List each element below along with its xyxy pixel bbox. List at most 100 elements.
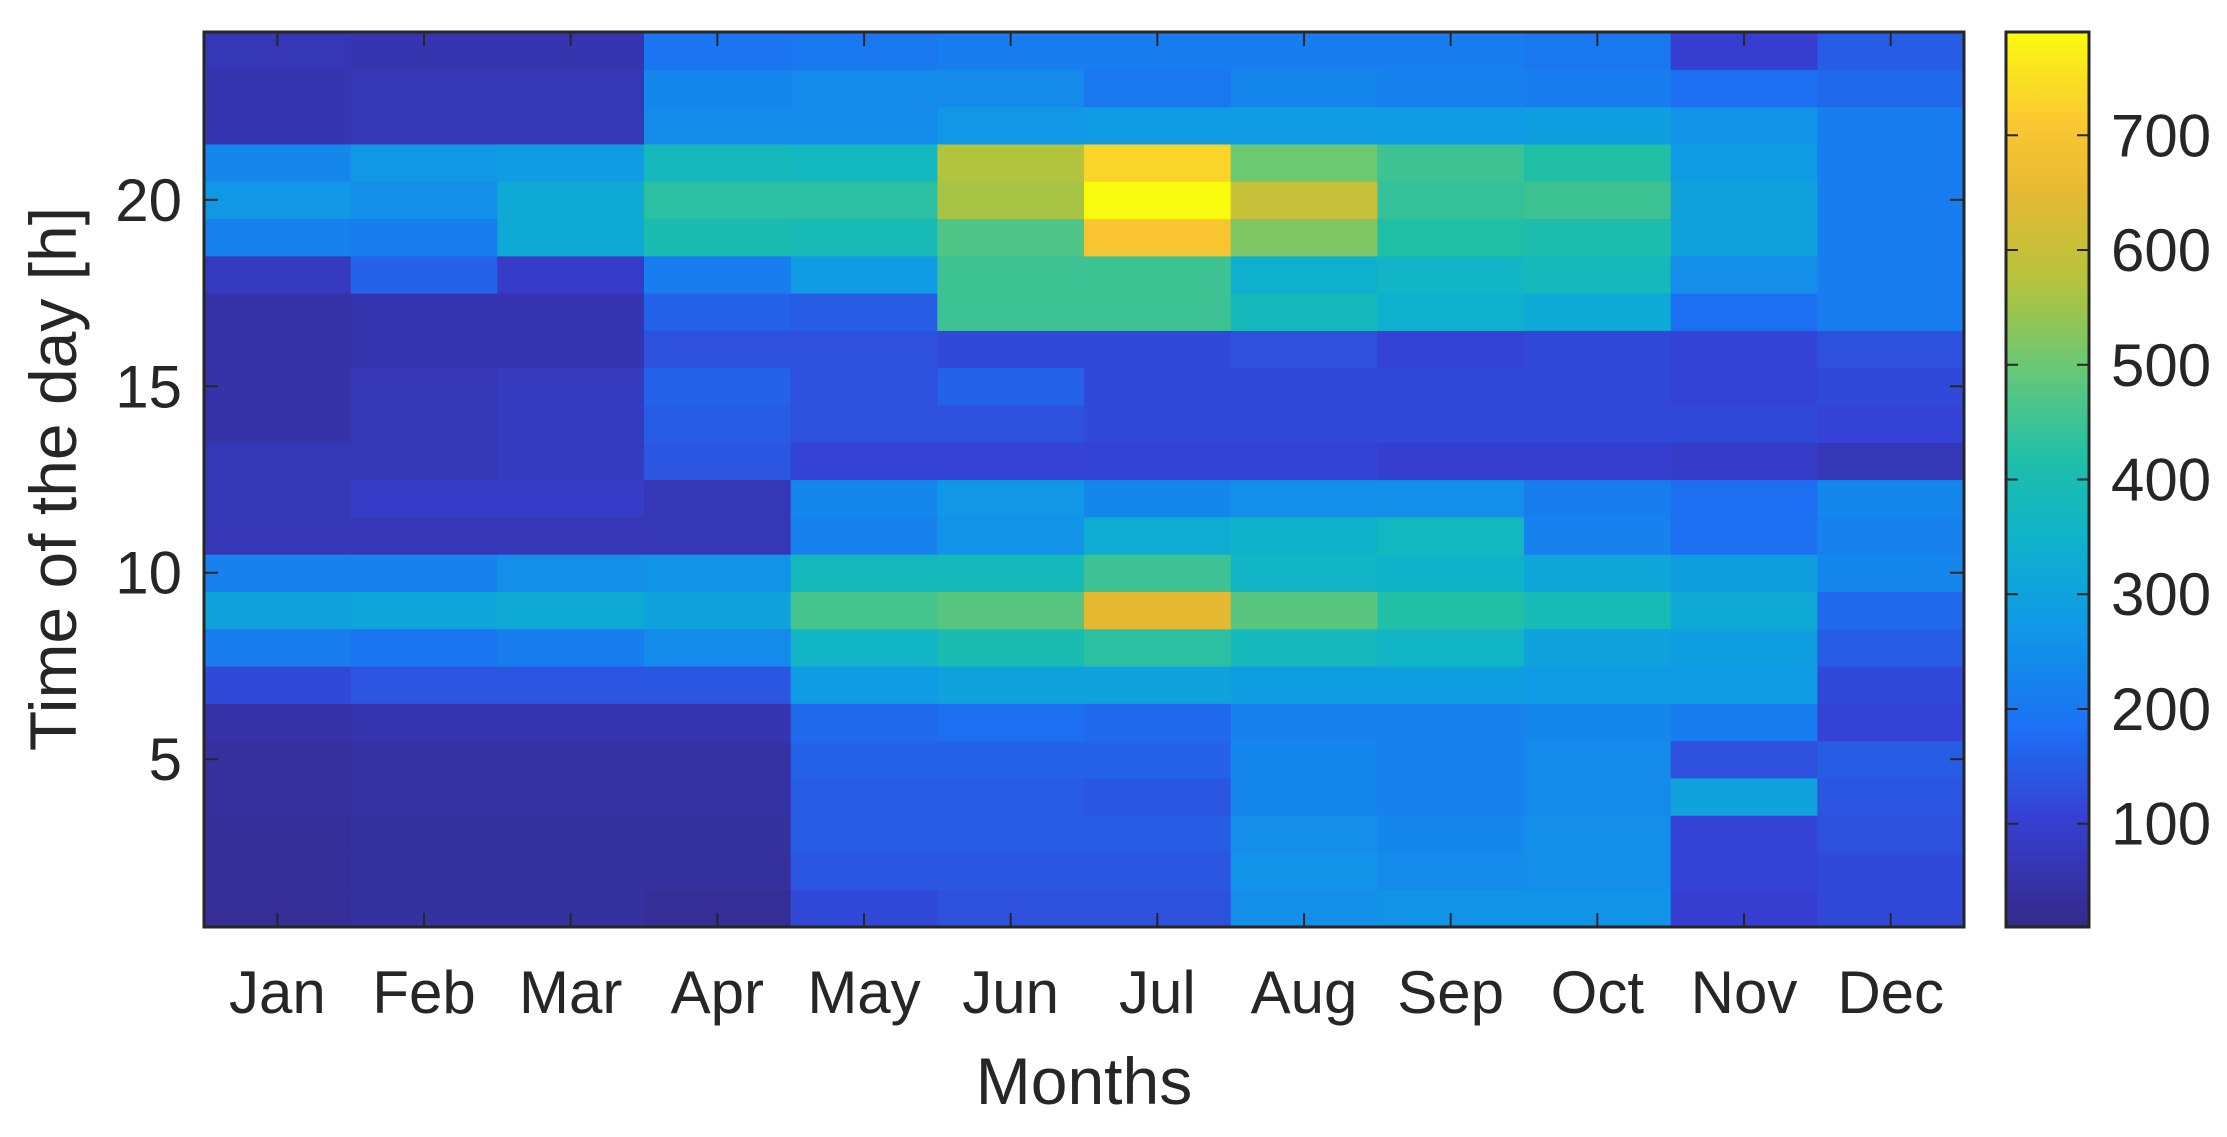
heatmap-cell (937, 106, 1085, 145)
heatmap-cell (1230, 404, 1378, 443)
heatmap-cell (350, 777, 498, 816)
heatmap-cell (1524, 255, 1672, 294)
heatmap-cell (497, 69, 645, 108)
heatmap-cell (1377, 516, 1525, 555)
heatmap-cell (644, 591, 792, 630)
heatmap-cell (790, 815, 938, 854)
heatmap-cell (1670, 106, 1818, 145)
heatmap-cell (204, 69, 352, 108)
heatmap-cell (790, 703, 938, 742)
heatmap-cell (204, 777, 352, 816)
heatmap-cell (497, 628, 645, 667)
heatmap-cell (1524, 330, 1672, 369)
heatmap-cell (1230, 777, 1378, 816)
colorbar-tick-label: 600 (2111, 217, 2211, 284)
x-tick-label: Jul (1119, 959, 1196, 1026)
heatmap-cell (350, 255, 498, 294)
heatmap-cell (1670, 479, 1818, 518)
heatmap-cell (790, 255, 938, 294)
heatmap-cell (1524, 852, 1672, 891)
heatmap-cell (644, 367, 792, 406)
heatmap-cell (1084, 293, 1232, 331)
heatmap-cell (1524, 479, 1672, 518)
heatmap-cell (1230, 330, 1378, 369)
heatmap-cell (204, 516, 352, 555)
y-tick-label: 5 (149, 726, 182, 793)
heatmap-cell (1670, 703, 1818, 742)
heatmap-cell (1670, 143, 1818, 182)
heatmap-cell (1230, 181, 1378, 220)
colorbar-tick-label: 100 (2111, 791, 2211, 858)
heatmap-cell (1230, 852, 1378, 891)
heatmap-cell (1524, 143, 1672, 182)
x-axis-label: Months (976, 1044, 1192, 1118)
heatmap-cell (497, 815, 645, 854)
heatmap-cell (1524, 293, 1672, 331)
heatmap-cell (790, 330, 938, 369)
heatmap-cell (350, 442, 498, 481)
x-tick-label: Jan (229, 959, 326, 1026)
heatmap-cell (350, 143, 498, 182)
colorbar-tick-label: 300 (2111, 561, 2211, 628)
heatmap-cell (497, 330, 645, 369)
heatmap-cell (1670, 367, 1818, 406)
heatmap-cell (1524, 740, 1672, 779)
heatmap-cell (1377, 852, 1525, 891)
heatmap-cell (1524, 181, 1672, 220)
heatmap-cell (1377, 740, 1525, 779)
heatmap-cell (1084, 106, 1232, 145)
colorbar (2004, 30, 2091, 929)
heatmap-cell (644, 442, 792, 481)
heatmap-cell (1817, 479, 1965, 518)
heatmap-cell (937, 330, 1085, 369)
heatmap-cell (1084, 591, 1232, 630)
heatmap-cell (204, 479, 352, 518)
heatmap-cell (1670, 255, 1818, 294)
heatmap-cell (350, 665, 498, 704)
heatmap-cell (497, 293, 645, 331)
heatmap-cell (644, 143, 792, 182)
heatmap-cell (1084, 740, 1232, 779)
heatmap-cell (1084, 703, 1232, 742)
heatmap-cell (1377, 479, 1525, 518)
x-tick-label: Mar (519, 959, 622, 1026)
heatmap-cell (1377, 703, 1525, 742)
x-tick-label: Oct (1551, 959, 1645, 1026)
heatmap-cell (1377, 293, 1525, 331)
heatmap-cell (937, 442, 1085, 481)
heatmap-cell (1230, 143, 1378, 182)
heatmap-cell (790, 367, 938, 406)
heatmap-cell (497, 665, 645, 704)
heatmap-cell (790, 293, 938, 331)
heatmap-cell (644, 665, 792, 704)
heatmap-cell (1230, 293, 1378, 331)
heatmap-cell (1670, 404, 1818, 443)
heatmap-cell (1670, 777, 1818, 816)
x-tick-label: Feb (372, 959, 475, 1026)
heatmap-cell (350, 330, 498, 369)
y-tick-label: 15 (115, 353, 182, 420)
heatmap-cell (1670, 740, 1818, 779)
x-tick-label: Dec (1837, 959, 1944, 1026)
heatmap-cell (1230, 665, 1378, 704)
heatmap-cell (1670, 293, 1818, 331)
heatmap-cell (497, 143, 645, 182)
heatmap-cell (1084, 777, 1232, 816)
heatmap-cell (1084, 218, 1232, 257)
heatmap-cell (1524, 777, 1672, 816)
heatmap-cell (1230, 479, 1378, 518)
heatmap-cell (1377, 665, 1525, 704)
heatmap-cell (937, 815, 1085, 854)
heatmap-cell (937, 852, 1085, 891)
y-axis-label: Time of the day [h] (16, 207, 90, 751)
heatmap-cell (204, 218, 352, 257)
heatmap-cell (350, 293, 498, 331)
heatmap-cell (1230, 516, 1378, 555)
heatmap-cell (1524, 628, 1672, 667)
heatmap-cell (1084, 404, 1232, 443)
heatmap-cell (644, 255, 792, 294)
heatmap-cell (1084, 367, 1232, 406)
heatmap-cell (1817, 181, 1965, 220)
heatmap-cell (497, 516, 645, 555)
